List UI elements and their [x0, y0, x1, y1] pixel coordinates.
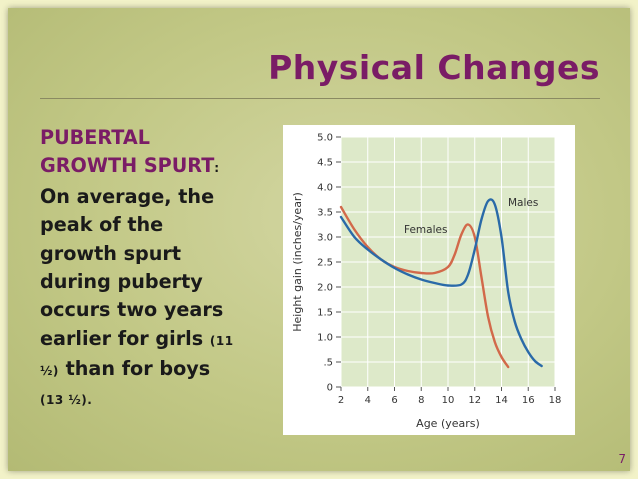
y-tick-label: 3.5: [317, 208, 333, 219]
x-tick-label: 10: [442, 395, 455, 406]
x-tick-label: 8: [418, 395, 424, 406]
x-tick-label: 4: [365, 395, 371, 406]
y-tick-label: 4.0: [317, 183, 333, 194]
page-number: 7: [618, 452, 626, 466]
x-tick-label: 14: [495, 395, 508, 406]
body-line-7: ½) than for boys: [40, 355, 275, 385]
x-tick-label: 6: [391, 395, 397, 406]
girls-age: (11: [209, 333, 234, 348]
slide-body: PUBERTAL GROWTH SPURT: On average, the p…: [40, 124, 275, 414]
legend-label-females: Females: [404, 224, 447, 236]
series-line-males: [339, 198, 543, 368]
slide-title: Physical Changes: [268, 48, 600, 87]
body-line-6: earlier for girls (11: [40, 325, 275, 355]
body-line-3: growth spurt: [40, 241, 182, 265]
heading-line-2: GROWTH SPURT:: [40, 152, 275, 182]
y-axis-label: Height gain (inches/year): [291, 192, 304, 331]
heading-line-1: PUBERTAL: [40, 126, 150, 149]
body-text-7: than for boys: [65, 357, 211, 381]
body-line-2: peak of the: [40, 213, 164, 237]
heading-text-2: GROWTH SPURT: [40, 154, 215, 178]
y-tick-label: 4.5: [317, 158, 333, 169]
body-text-6: earlier for girls: [40, 326, 204, 350]
y-tick-label: 3.0: [317, 233, 333, 244]
body-line-1: On average, the: [40, 184, 215, 208]
x-axis-label: Age (years): [416, 417, 480, 430]
x-ticks: 2 4 6 8 10 12 14 16 18: [338, 387, 562, 406]
series-lines: [339, 198, 543, 369]
x-tick-label: 16: [522, 395, 535, 406]
y-tick-label: 1.5: [317, 308, 333, 319]
growth-chart-svg: 0 .5 1.0 1.5 2.0 2.5 3.0 3.5 4.0 4.5 5.0 2 4 6 8 10 12 1…: [291, 133, 562, 431]
girls-age-cont: ½): [40, 364, 59, 379]
growth-chart: 0 .5 1.0 1.5 2.0 2.5 3.0 3.5 4.0 4.5 5.0 2 4 6 8 10 12 1…: [283, 125, 575, 435]
y-tick-label: 2.0: [317, 283, 333, 294]
x-tick-label: 18: [549, 395, 562, 406]
y-tick-label: .5: [323, 358, 333, 369]
legend-label-males: Males: [508, 197, 538, 209]
y-tick-label: 2.5: [317, 258, 333, 269]
heading-colon: :: [214, 161, 220, 176]
title-divider: [40, 98, 600, 99]
body-line-4: during puberty: [40, 270, 203, 294]
y-tick-label: 0: [327, 383, 333, 394]
x-tick-label: 2: [338, 395, 344, 406]
y-tick-label: 1.0: [317, 333, 333, 344]
body-line-8: (13 ½).: [40, 392, 93, 407]
x-tick-label: 12: [468, 395, 481, 406]
y-tick-label: 5.0: [317, 133, 333, 144]
y-ticks: 0 .5 1.0 1.5 2.0 2.5 3.0 3.5 4.0 4.5 5.0: [317, 133, 341, 394]
body-line-5: occurs two years: [40, 298, 224, 322]
